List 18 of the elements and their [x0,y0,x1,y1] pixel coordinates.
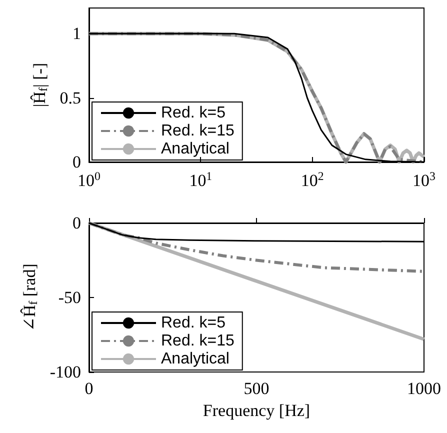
y-tick-label: 0.5 [60,88,81,108]
x-tick-label: 1000 [407,379,441,398]
y-tick-label: 0 [72,214,81,232]
legend-label: Red. k=5 [161,104,226,122]
legend-label: Analytical [161,350,230,368]
y-tick-label: -100 [50,362,81,382]
y-axis-title: |Ĥf| [-] [30,62,50,108]
y-tick-label: -50 [58,288,81,307]
x-tick-label: 500 [244,379,270,398]
y-axis-title: ∠Ĥf [rad] [20,264,40,332]
legend-label: Analytical [161,140,230,158]
x-tick-label: 0 [84,379,94,398]
legend-label: Red. k=15 [161,122,234,140]
y-tick-label: 1 [72,24,81,44]
y-tick-label: 0 [72,152,81,172]
legend-label: Red. k=5 [161,314,226,332]
x-axis-title: Frequency [Hz] [202,401,310,420]
legend-label: Red. k=15 [161,332,234,350]
